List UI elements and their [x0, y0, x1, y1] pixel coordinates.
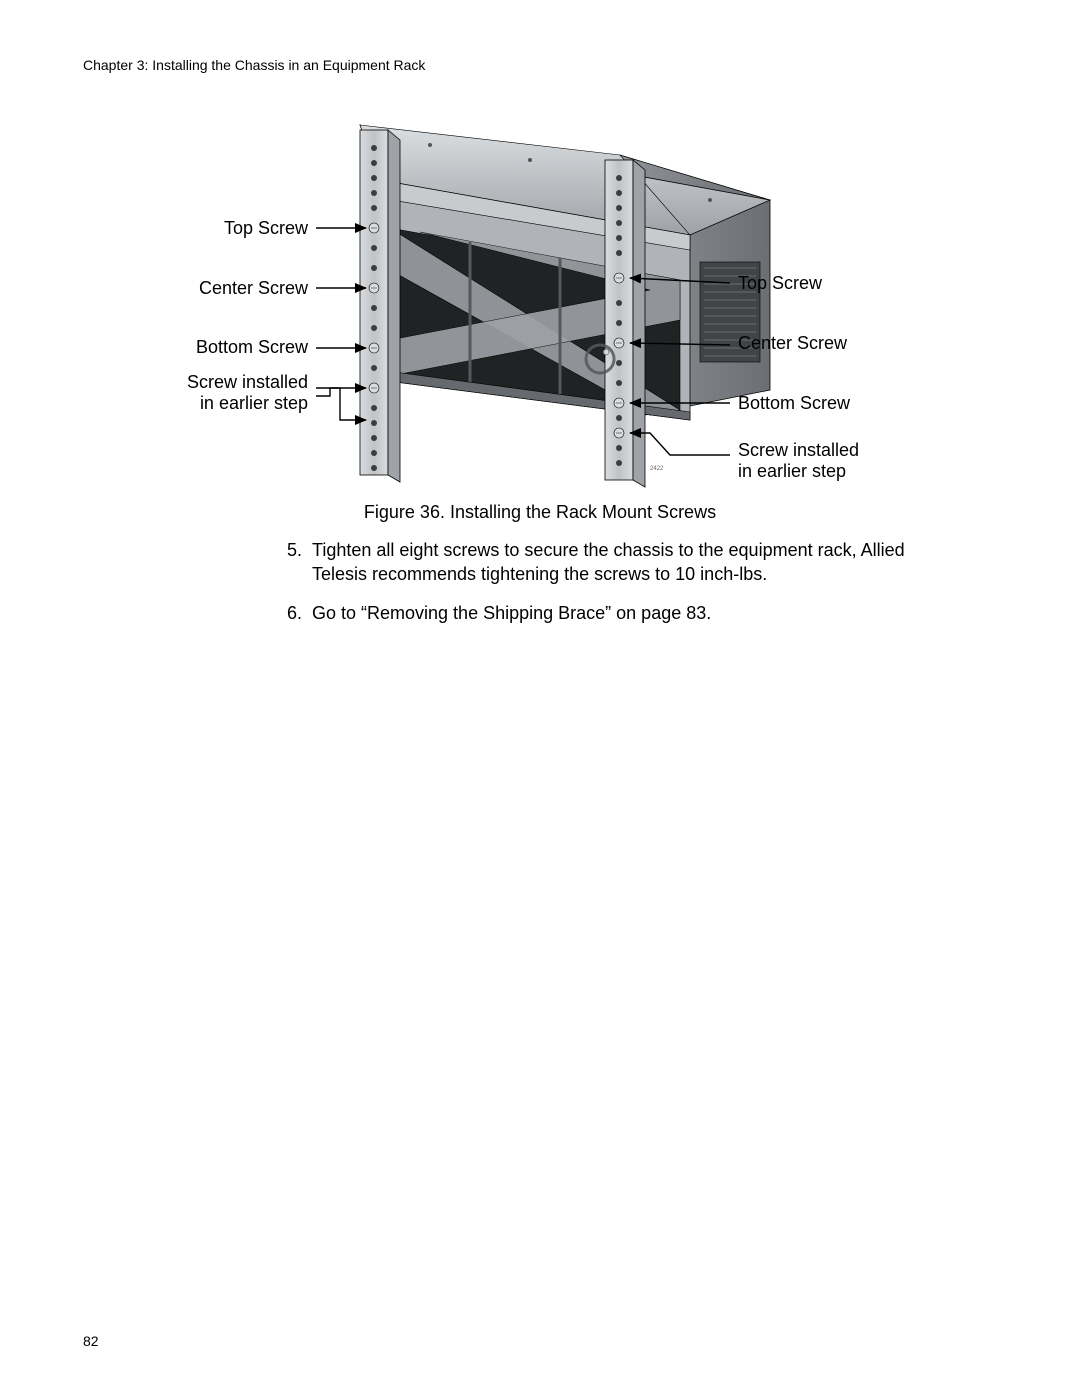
- document-page: Chapter 3: Installing the Chassis in an …: [0, 0, 1080, 1397]
- leader-lines-left: [316, 228, 366, 420]
- step-text: Go to “Removing the Shipping Brace” on p…: [312, 601, 907, 625]
- left-rail: [360, 130, 400, 482]
- label-right-top-screw: Top Screw: [738, 273, 823, 293]
- figure-caption: Figure 36. Installing the Rack Mount Scr…: [0, 502, 1080, 523]
- list-item: 5. Tighten all eight screws to secure th…: [287, 538, 907, 587]
- step-text: Tighten all eight screws to secure the c…: [312, 538, 907, 587]
- figure-container: Top Screw Center Screw Bottom Screw Scre…: [0, 120, 1080, 500]
- page-number: 82: [83, 1333, 99, 1349]
- step-number: 6.: [287, 601, 312, 625]
- rack-mount-diagram: Top Screw Center Screw Bottom Screw Scre…: [90, 120, 990, 500]
- label-left-bottom-screw: Bottom Screw: [196, 337, 309, 357]
- label-left-earlier-1: Screw installed: [187, 372, 308, 392]
- label-right-earlier-1: Screw installed: [738, 440, 859, 460]
- step-number: 5.: [287, 538, 312, 587]
- instruction-list: 5. Tighten all eight screws to secure th…: [287, 538, 907, 639]
- label-right-bottom-screw: Bottom Screw: [738, 393, 851, 413]
- label-left-earlier-2: in earlier step: [200, 393, 308, 413]
- list-item: 6. Go to “Removing the Shipping Brace” o…: [287, 601, 907, 625]
- figure-code: 2422: [650, 466, 664, 472]
- label-right-center-screw: Center Screw: [738, 333, 848, 353]
- label-right-earlier-2: in earlier step: [738, 461, 846, 481]
- label-left-center-screw: Center Screw: [199, 278, 309, 298]
- label-left-top-screw: Top Screw: [224, 218, 309, 238]
- right-rail: [605, 160, 645, 487]
- chapter-header: Chapter 3: Installing the Chassis in an …: [83, 57, 425, 73]
